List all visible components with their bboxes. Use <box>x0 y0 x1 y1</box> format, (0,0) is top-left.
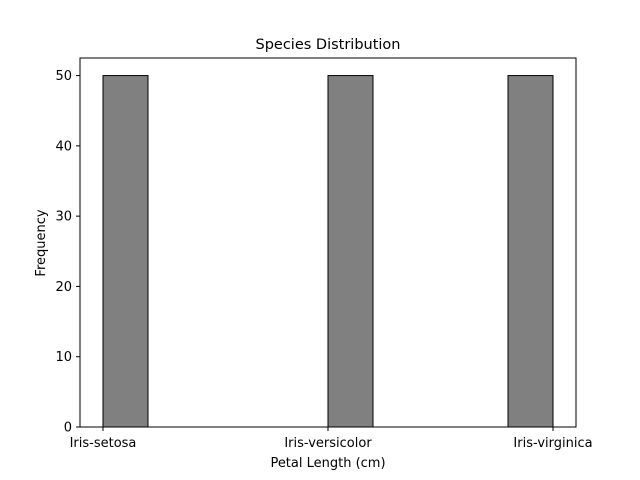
y-tick-label: 40 <box>55 139 72 154</box>
bars-group <box>102 75 554 428</box>
bar-iris-versicolor <box>327 75 374 428</box>
x-tick-label: Iris-virginica <box>513 436 592 451</box>
chart-title: Species Distribution <box>255 37 400 53</box>
y-tick-label: 20 <box>55 280 72 295</box>
x-tick-label: Iris-versicolor <box>284 436 372 451</box>
x-axis-ticks: Iris-setosa Iris-versicolor Iris-virginica <box>70 427 593 451</box>
x-axis-label: Petal Length (cm) <box>270 456 385 471</box>
bar-iris-virginica <box>507 75 554 428</box>
y-axis-label: Frequency <box>34 209 49 276</box>
plot-area: Iris-setosa Iris-versicolor Iris-virginica… <box>55 57 593 451</box>
y-tick-label: 50 <box>55 69 72 84</box>
x-tick-label: Iris-setosa <box>70 436 137 451</box>
bar-iris-setosa <box>102 75 149 428</box>
y-tick-label: 10 <box>55 350 72 365</box>
y-tick-label: 0 <box>64 421 72 436</box>
y-tick-label: 30 <box>55 210 72 225</box>
y-axis-ticks: 0 10 20 30 40 50 <box>55 69 80 436</box>
